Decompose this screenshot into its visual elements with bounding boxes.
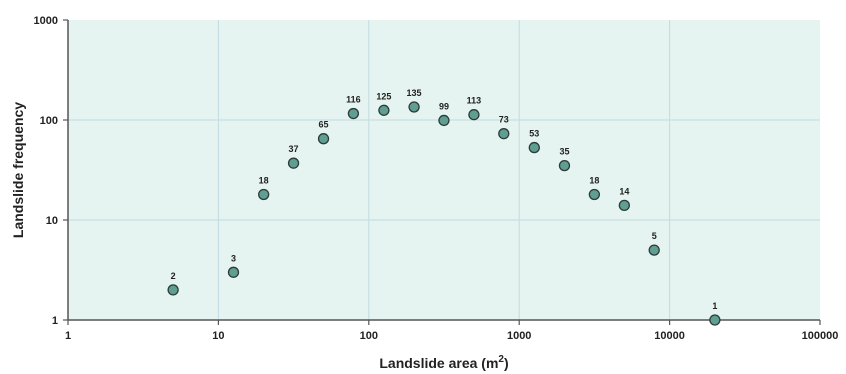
data-point <box>287 157 300 169</box>
data-label: 53 <box>529 129 539 139</box>
data-label: 3 <box>231 253 236 263</box>
data-label: 1 <box>712 301 717 311</box>
data-label: 35 <box>559 147 569 157</box>
data-label: 37 <box>289 144 299 154</box>
data-point <box>347 107 360 120</box>
x-tick-label: 10000 <box>654 330 685 342</box>
y-tick-label: 1 <box>52 315 58 327</box>
x-tick-label: 10 <box>212 330 224 342</box>
data-point <box>258 188 270 201</box>
x-tick-labels: 1 10 100 1000 10000 100000 <box>65 320 838 342</box>
data-point <box>227 266 240 278</box>
data-point <box>588 188 601 201</box>
data-point <box>558 159 571 172</box>
data-label: 18 <box>259 175 269 185</box>
data-point <box>528 141 540 154</box>
y-axis-title: Landslide frequency <box>10 102 26 238</box>
y-tick-label: 10 <box>46 215 58 227</box>
data-point <box>438 114 450 127</box>
data-label: 2 <box>171 271 176 281</box>
data-point <box>378 104 390 116</box>
axes <box>67 20 820 321</box>
x-tick-label: 100 <box>360 330 378 342</box>
x-axis-title-end: ) <box>504 355 509 371</box>
data-point <box>317 133 330 145</box>
data-point <box>648 244 660 256</box>
data-point <box>618 199 630 212</box>
data-label: 135 <box>407 88 422 98</box>
data-points <box>167 101 721 326</box>
y-tick-label: 1000 <box>34 15 58 27</box>
data-label: 116 <box>346 95 361 105</box>
data-point <box>408 101 420 113</box>
plot-area <box>68 20 820 320</box>
x-axis-title-main: Landslide area (m <box>379 355 498 371</box>
data-label: 65 <box>319 120 329 130</box>
data-label: 18 <box>589 175 599 185</box>
data-point <box>498 128 510 140</box>
data-label: 113 <box>467 96 482 106</box>
data-label: 125 <box>376 91 391 101</box>
data-label: 14 <box>619 186 629 196</box>
y-tick-labels: 1 10 100 1000 <box>34 15 68 327</box>
data-label: 73 <box>499 115 509 125</box>
data-label: 5 <box>652 231 657 241</box>
x-tick-label: 1000 <box>507 330 531 342</box>
x-axis-title: Landslide area (m2) <box>379 354 508 371</box>
x-axis-title-superscript: 2 <box>498 354 504 365</box>
data-labels: 2 3 18 37 65 116 125 135 99 113 73 53 35 18 14 5 1 <box>171 88 718 311</box>
x-tick-label: 1 <box>65 330 71 342</box>
data-label: 99 <box>439 101 449 111</box>
x-tick-label: 100000 <box>802 330 839 342</box>
data-point <box>468 109 480 121</box>
data-point <box>709 314 721 326</box>
data-point <box>167 284 179 296</box>
y-tick-label: 100 <box>40 115 58 127</box>
